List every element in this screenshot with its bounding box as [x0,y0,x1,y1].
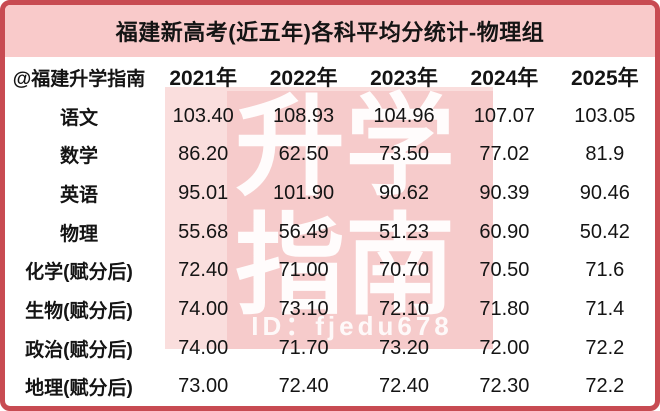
table-cell-r3-c1: 56.49 [278,220,329,243]
table-cell-r0-c1: 108.93 [273,104,335,127]
watermark-id-text: ID：fjedu678 [251,311,453,341]
table-cell-r3-c0: 55.68 [178,220,229,243]
row-label-6: 政治(赋分后) [25,339,133,361]
table-cell-r7-c2: 72.40 [378,375,430,398]
row-label-5: 生物(赋分后) [25,300,133,322]
table-cell-r6-c3: 72.00 [479,336,530,359]
table-cell-r2-c1: 101.90 [273,182,335,205]
page-title: 福建新高考(近五年)各科平均分统计-物理组 [115,20,545,45]
table-cell-r1-c0: 86.20 [178,143,229,166]
row-label-0: 语文 [59,107,98,129]
table-cell-r5-c2: 72.10 [378,297,430,320]
table-corner-label: @福建升学指南 [12,68,146,90]
score-table: @福建升学指南 2021年 2022年 2023年 2024年 2025年语文 103.4… [5,57,655,406]
table-cell-r2-c2: 90.62 [378,182,430,205]
row-label-1: 数学 [59,146,98,168]
table-cell-r6-c4: 72.2 [585,336,625,359]
row-label-2: 英语 [59,185,98,207]
table-cell-r3-c4: 50.42 [579,220,630,243]
table-cell-r1-c4: 81.9 [585,143,625,166]
table-cell-r5-c3: 71.80 [479,297,530,320]
watermark-block: 升学 指南 ID：fjedu678 [165,87,493,349]
row-label-3: 物理 [59,223,98,245]
table-cell-r0-c0: 103.40 [172,104,234,127]
table-cell-r5-c4: 71.4 [585,297,625,320]
table-cell-r7-c4: 72.2 [585,375,625,398]
table-cell-r6-c0: 74.00 [178,336,229,359]
table-cell-r4-c3: 70.50 [479,259,530,282]
table-cell-r0-c2: 104.96 [373,104,435,127]
column-header-year-2: 2023年 [370,67,438,90]
table-cell-r4-c4: 71.6 [585,259,625,282]
table-cell-r6-c1: 71.70 [278,336,329,359]
table-cell-r2-c3: 90.39 [479,182,530,205]
column-header-year-0: 2021年 [169,67,238,90]
table-cell-r5-c1: 73.10 [278,297,329,320]
column-header-year-4: 2025年 [570,67,639,90]
table-cell-r4-c2: 70.70 [378,259,430,282]
title-band: 福建新高考(近五年)各科平均分统计-物理组 [5,5,655,57]
row-label-7: 地理(赋分后) [25,378,133,400]
table-cell-r4-c1: 71.00 [278,259,329,282]
table-cell-r5-c0: 74.00 [178,297,229,320]
table-cell-r0-c3: 107.07 [473,104,535,127]
table-cell-r3-c2: 51.23 [378,220,430,243]
column-header-year-3: 2024年 [470,67,539,90]
table-cell-r7-c0: 73.00 [178,375,229,398]
row-label-4: 化学(赋分后) [25,262,133,284]
column-header-year-1: 2022年 [269,67,338,90]
watermark-inner-tile [227,91,493,349]
table-cell-r7-c1: 72.40 [278,375,329,398]
table-cell-r2-c4: 90.46 [579,182,630,205]
table-cell-r3-c3: 60.90 [479,220,530,243]
table-cell-r7-c3: 72.30 [479,375,530,398]
table-cell-r1-c3: 77.02 [479,143,530,166]
watermark-big-text: 升学 指南 [235,86,455,328]
table-cell-r4-c0: 72.40 [178,259,229,282]
table-cell-r2-c0: 95.01 [178,182,229,205]
table-cell-r0-c4: 103.05 [574,104,636,127]
table-cell-r1-c1: 62.50 [278,143,329,166]
table-cell-r1-c2: 73.50 [378,143,430,166]
table-cell-r6-c2: 73.20 [378,336,430,359]
